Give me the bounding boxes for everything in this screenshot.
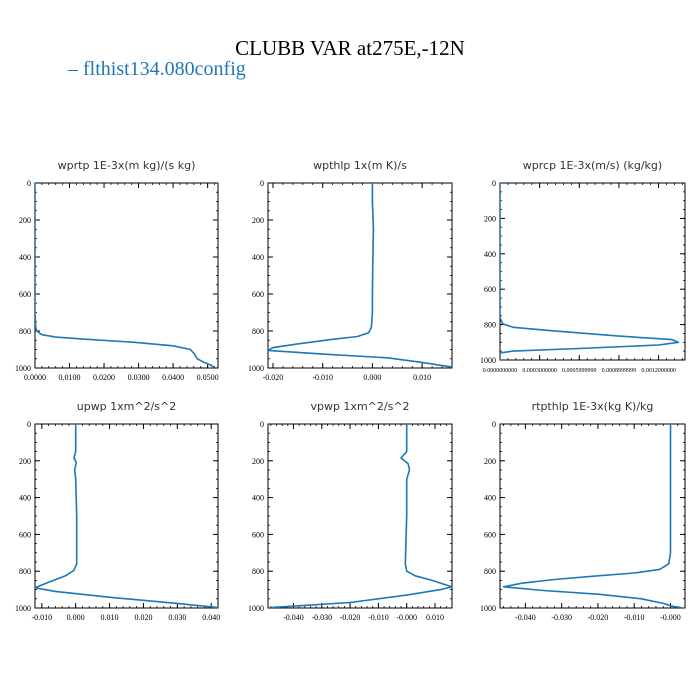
panel-title: wprcp 1E-3x(m/s) (kg/kg) [523, 159, 662, 172]
panel-title: upwp 1xm^2/s^2 [77, 400, 177, 413]
x-tick-label: 0.0008999999 [602, 368, 637, 374]
x-tick-label: 0.000 [67, 613, 85, 622]
x-tick-label: 0.020 [134, 613, 152, 622]
y-tick-label: 200 [484, 214, 496, 223]
y-tick-label: 0 [27, 179, 31, 188]
x-tick-label: 0.010 [101, 613, 119, 622]
plot-frame [267, 423, 453, 609]
series-line [35, 424, 218, 608]
x-tick-label: 0.0300 [128, 373, 150, 382]
x-tick-label: 0.0000 [24, 373, 46, 382]
panel-4: upwp 1xm^2/s^2 0 200 400 600 800 1000-0.010 0.0… [15, 400, 220, 622]
y-tick-label: 400 [484, 250, 496, 259]
y-tick-label: 800 [252, 327, 264, 336]
panel-3: wprcp 1E-3x(m/s) (kg/kg) 0 200 400 600 800 100… [480, 159, 686, 374]
y-tick-label: 800 [19, 327, 31, 336]
y-tick-label: 200 [252, 216, 264, 225]
x-tick-label: -0.020 [263, 373, 284, 382]
y-tick-label: 0 [492, 179, 496, 188]
y-tick-label: 1000 [248, 364, 264, 373]
x-tick-label: -0.020 [340, 613, 361, 622]
x-tick-label: 0.030 [168, 613, 186, 622]
plot-frame [34, 423, 219, 609]
y-tick-label: 400 [19, 494, 31, 503]
x-tick-label: -0.030 [311, 613, 332, 622]
y-tick-label: 800 [252, 567, 264, 576]
y-tick-label: 600 [19, 290, 31, 299]
x-tick-label: 0.0100 [59, 373, 81, 382]
plot-frame [34, 182, 219, 369]
x-tick-label: 0.0005999999 [562, 368, 597, 374]
x-tick-label: 0.0000000000 [483, 368, 518, 374]
y-tick-label: 200 [484, 457, 496, 466]
y-tick-label: 400 [252, 494, 264, 503]
x-tick-label: -0.000 [396, 613, 417, 622]
x-tick-label: -0.010 [624, 613, 645, 622]
legend-label: flthist134.080config [83, 58, 246, 80]
y-tick-label: 1000 [480, 356, 496, 365]
panel-title: wpthlp 1x(m K)/s [313, 159, 407, 172]
series-line [502, 424, 682, 608]
x-tick-label: 0.010 [426, 613, 444, 622]
y-tick-label: 600 [484, 530, 496, 539]
x-tick-label: 0.000 [363, 373, 381, 382]
legend-line-marker: – [68, 58, 83, 80]
panel-6: rtpthlp 1E-3x(kg K)/kg 0 200 400 600 800 1000 -… [480, 400, 686, 622]
x-tick-label: 0.040 [202, 613, 220, 622]
panel-title: vpwp 1xm^2/s^2 [310, 400, 409, 413]
x-tick-label: 0.0003000000 [522, 368, 557, 374]
y-tick-label: 400 [19, 253, 31, 262]
y-tick-label: 800 [19, 567, 31, 576]
x-tick-label: -0.040 [283, 613, 304, 622]
panel-2: wpthlp 1x(m K)/s 0 200 400 600 800 1000-0.020 -… [248, 159, 453, 382]
x-tick-label: -0.000 [660, 613, 681, 622]
x-tick-label: -0.040 [515, 613, 536, 622]
series-line [270, 424, 452, 608]
y-tick-label: 0 [260, 420, 264, 429]
panel-title: wprtp 1E-3x(m kg)/(s kg) [58, 159, 196, 172]
y-tick-label: 400 [484, 494, 496, 503]
x-tick-label: 0.010 [413, 373, 431, 382]
panel-5: vpwp 1xm^2/s^2 0 200 400 600 800 1000 -0.040 -0.… [248, 400, 453, 622]
x-tick-label: -0.010 [31, 613, 52, 622]
series-line [268, 183, 452, 368]
y-tick-label: 800 [484, 321, 496, 330]
y-tick-label: 1000 [15, 364, 31, 373]
y-tick-label: 1000 [15, 604, 31, 613]
panel-1: wprtp 1E-3x(m kg)/(s kg) 0 200 400 600 800 100… [15, 159, 219, 382]
figure-title: CLUBB VAR at275E,-12N [235, 36, 465, 60]
y-tick-label: 0 [27, 420, 31, 429]
x-tick-label: -0.020 [588, 613, 609, 622]
plot-frame [267, 182, 453, 369]
x-tick-label: 0.0500 [197, 373, 219, 382]
y-tick-label: 200 [19, 457, 31, 466]
y-tick-label: 800 [484, 567, 496, 576]
y-tick-label: 400 [252, 253, 264, 262]
x-tick-label: -0.030 [551, 613, 572, 622]
y-tick-label: 0 [492, 420, 496, 429]
y-tick-label: 1000 [248, 604, 264, 613]
y-tick-label: 1000 [480, 604, 496, 613]
y-tick-label: 0 [260, 179, 264, 188]
y-tick-label: 600 [252, 530, 264, 539]
legend: – flthist134.080config [68, 58, 246, 81]
y-tick-label: 600 [484, 285, 496, 294]
plot-frame [499, 423, 686, 609]
series-line [35, 183, 215, 368]
x-tick-label: 0.0012000000 [641, 368, 676, 374]
y-tick-label: 600 [19, 530, 31, 539]
panel-title: rtpthlp 1E-3x(kg K)/kg [532, 400, 654, 413]
x-tick-label: 0.0200 [93, 373, 115, 382]
y-tick-label: 200 [19, 216, 31, 225]
series-line [500, 183, 680, 360]
y-tick-label: 600 [252, 290, 264, 299]
x-tick-label: -0.010 [312, 373, 333, 382]
x-tick-label: -0.010 [368, 613, 389, 622]
y-tick-label: 200 [252, 457, 264, 466]
x-tick-label: 0.0400 [162, 373, 184, 382]
